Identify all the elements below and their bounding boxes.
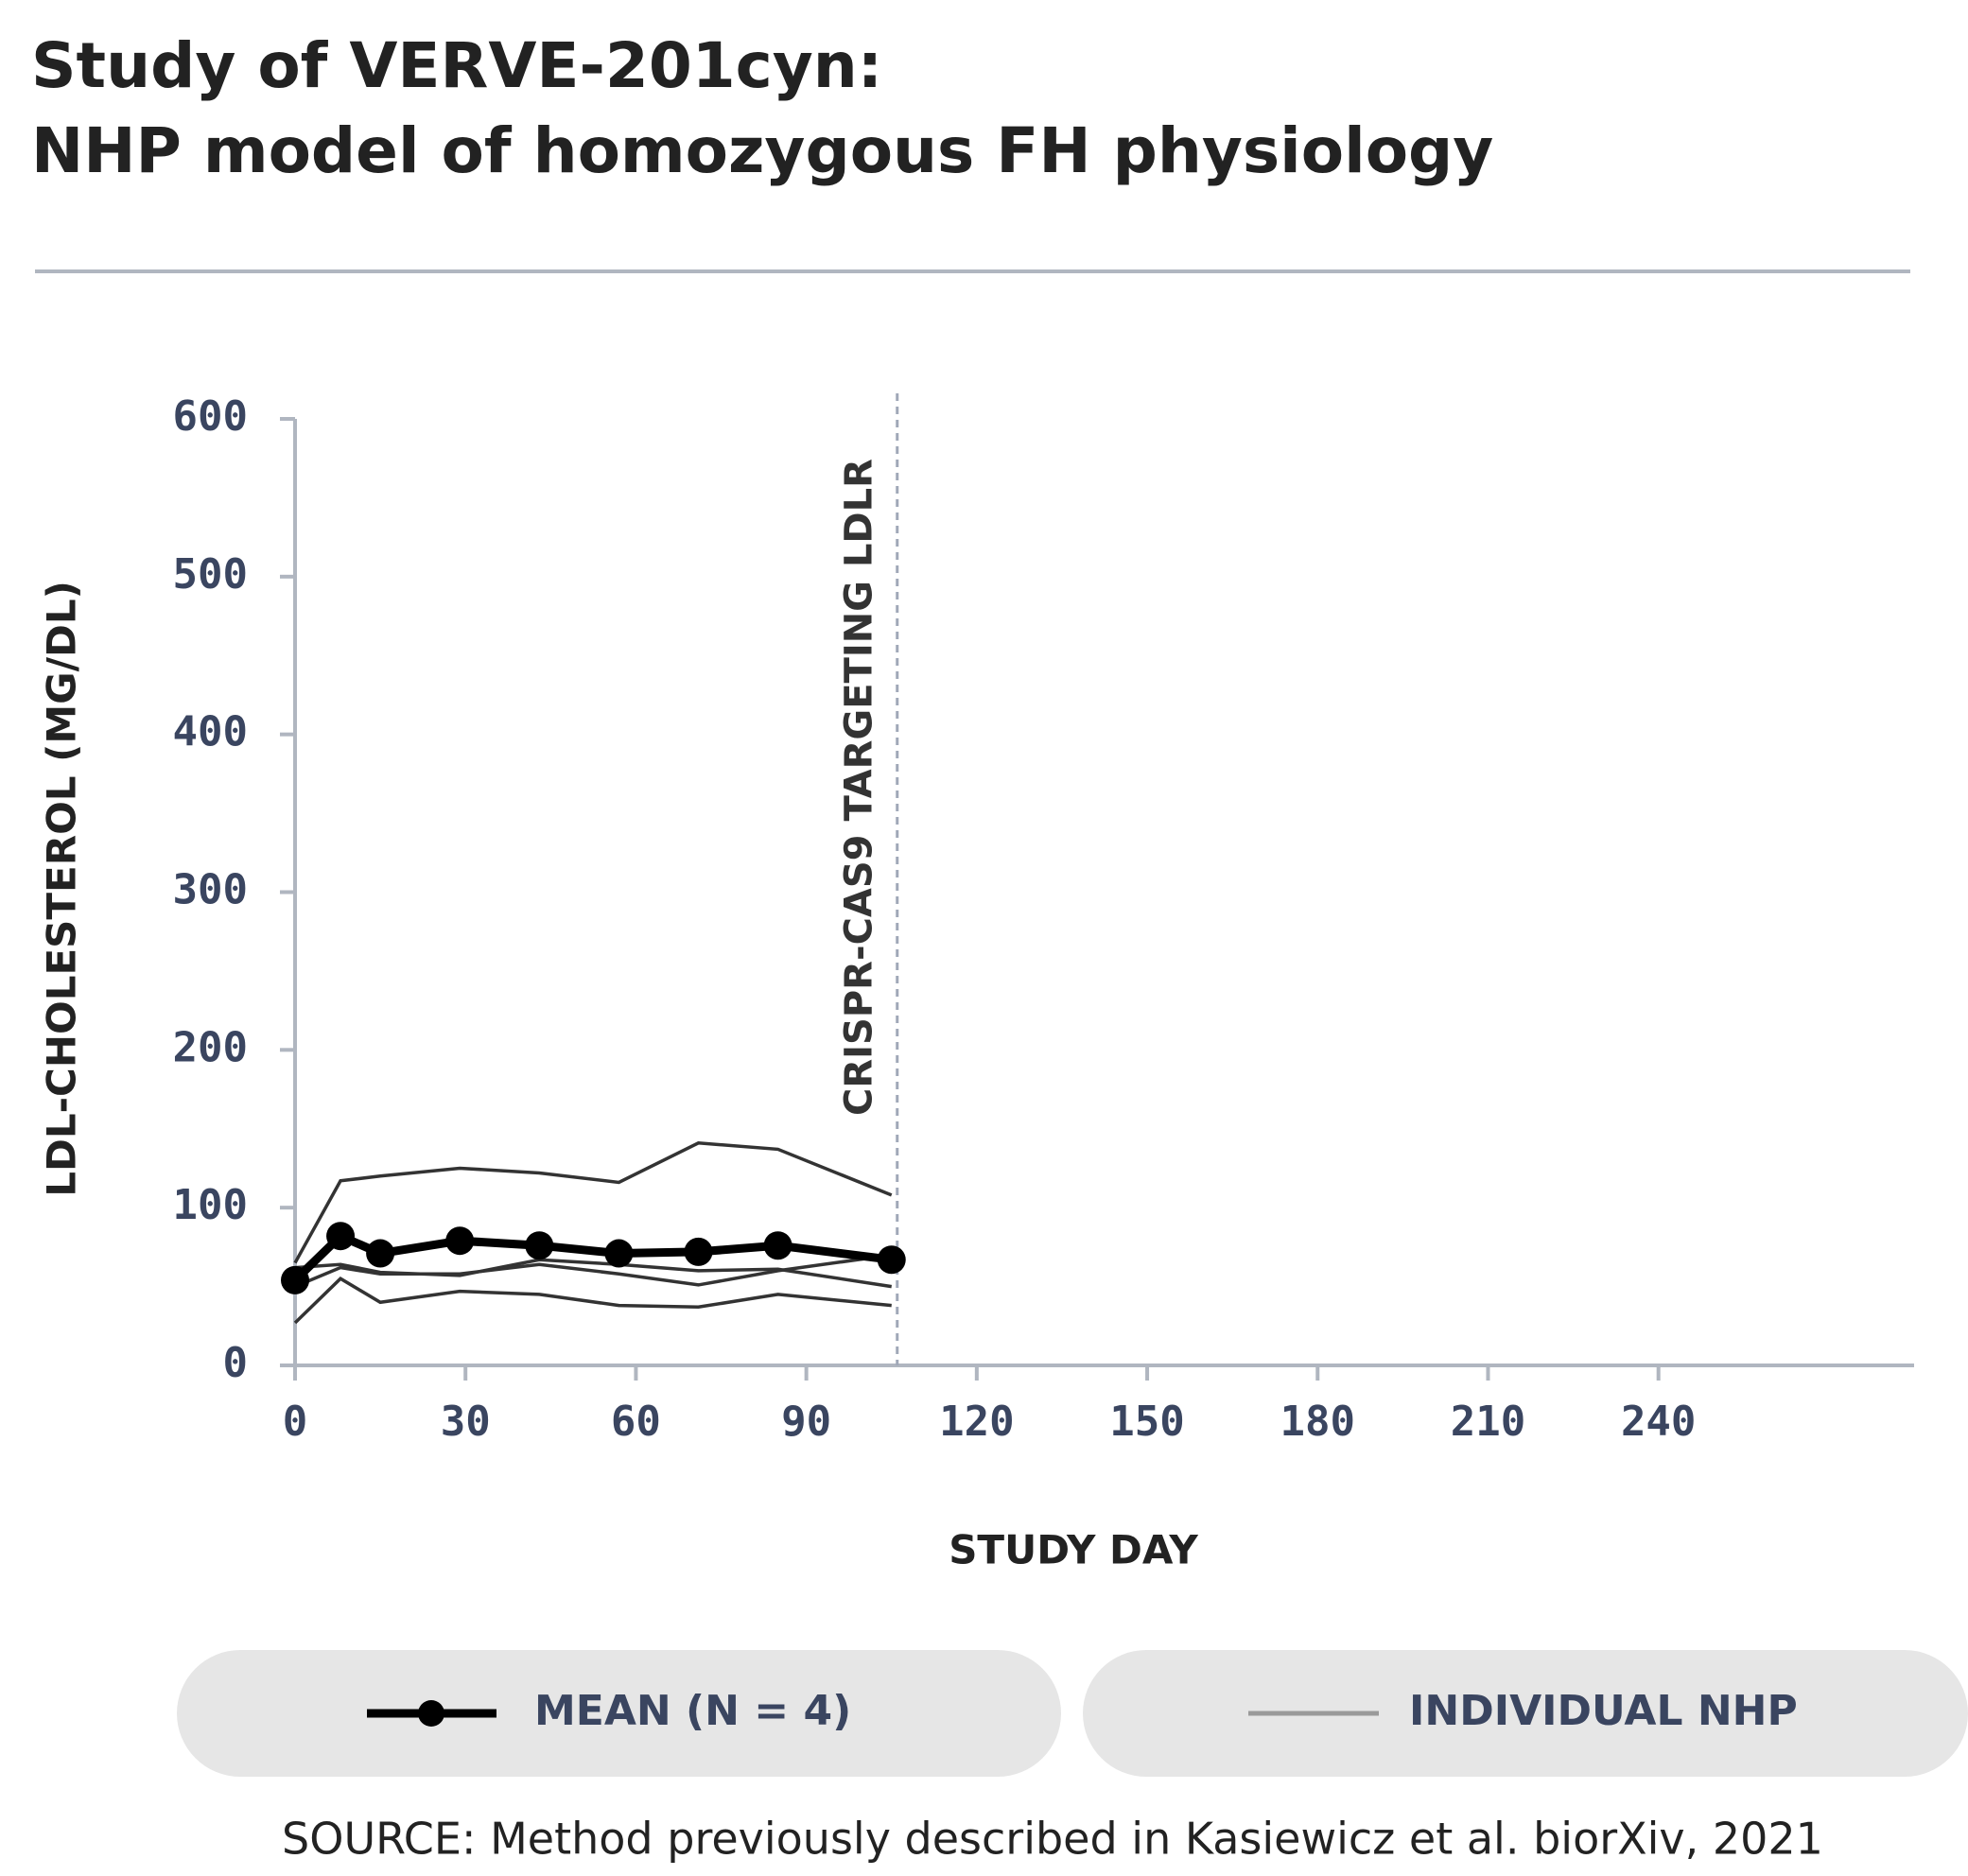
- legend-label: INDIVIDUAL NHP: [1409, 1687, 1798, 1735]
- legend-pill: [1083, 1650, 1968, 1777]
- y-tick-label: 100: [173, 1181, 248, 1229]
- individual-line: [293, 1140, 893, 1264]
- y-tick-label: 300: [173, 866, 248, 914]
- mean-point: [684, 1237, 713, 1266]
- individual-line: [294, 1253, 892, 1289]
- mean-point: [445, 1226, 475, 1256]
- x-tick-label: 60: [611, 1398, 661, 1446]
- y-tick-label: 500: [173, 550, 248, 599]
- annotation-text: CRISPR-CAS9 TARGETING LDLR: [838, 459, 881, 1116]
- legend-swatch-dot: [418, 1700, 444, 1727]
- y-axis-label: LDL-CHOLESTEROL (MG/DL): [39, 581, 85, 1197]
- chart-title: Study of VERVE-201cyn:: [31, 29, 882, 102]
- individual-line: [294, 1258, 893, 1289]
- y-tick-label: 0: [223, 1339, 249, 1387]
- x-tick-label: 30: [441, 1398, 491, 1446]
- mean-point: [604, 1239, 634, 1268]
- x-tick-label: 0: [283, 1398, 308, 1446]
- mean-point: [763, 1231, 792, 1260]
- x-axis-label: STUDY DAY: [949, 1527, 1198, 1573]
- x-tick-label: 210: [1451, 1398, 1525, 1446]
- mean-point: [326, 1222, 356, 1251]
- x-tick-label: 180: [1280, 1398, 1355, 1446]
- mean-point: [281, 1265, 309, 1294]
- legend-pill: [177, 1650, 1061, 1777]
- y-tick-label: 600: [173, 392, 248, 441]
- y-tick-label: 400: [173, 708, 248, 756]
- legend-label: MEAN (N = 4): [534, 1687, 851, 1735]
- mean-point: [877, 1245, 906, 1275]
- x-tick-label: 90: [781, 1398, 831, 1446]
- x-tick-label: 240: [1621, 1398, 1696, 1446]
- mean-point: [366, 1239, 395, 1268]
- mean-point: [525, 1231, 554, 1260]
- y-tick-label: 200: [173, 1023, 248, 1071]
- individual-line: [293, 1277, 892, 1325]
- x-tick-label: 150: [1109, 1398, 1184, 1446]
- source-note: SOURCE: Method previously described in K…: [282, 1814, 1823, 1865]
- chart-subtitle: NHP model of homozygous FH physiology: [31, 114, 1493, 187]
- x-tick-label: 120: [939, 1398, 1014, 1446]
